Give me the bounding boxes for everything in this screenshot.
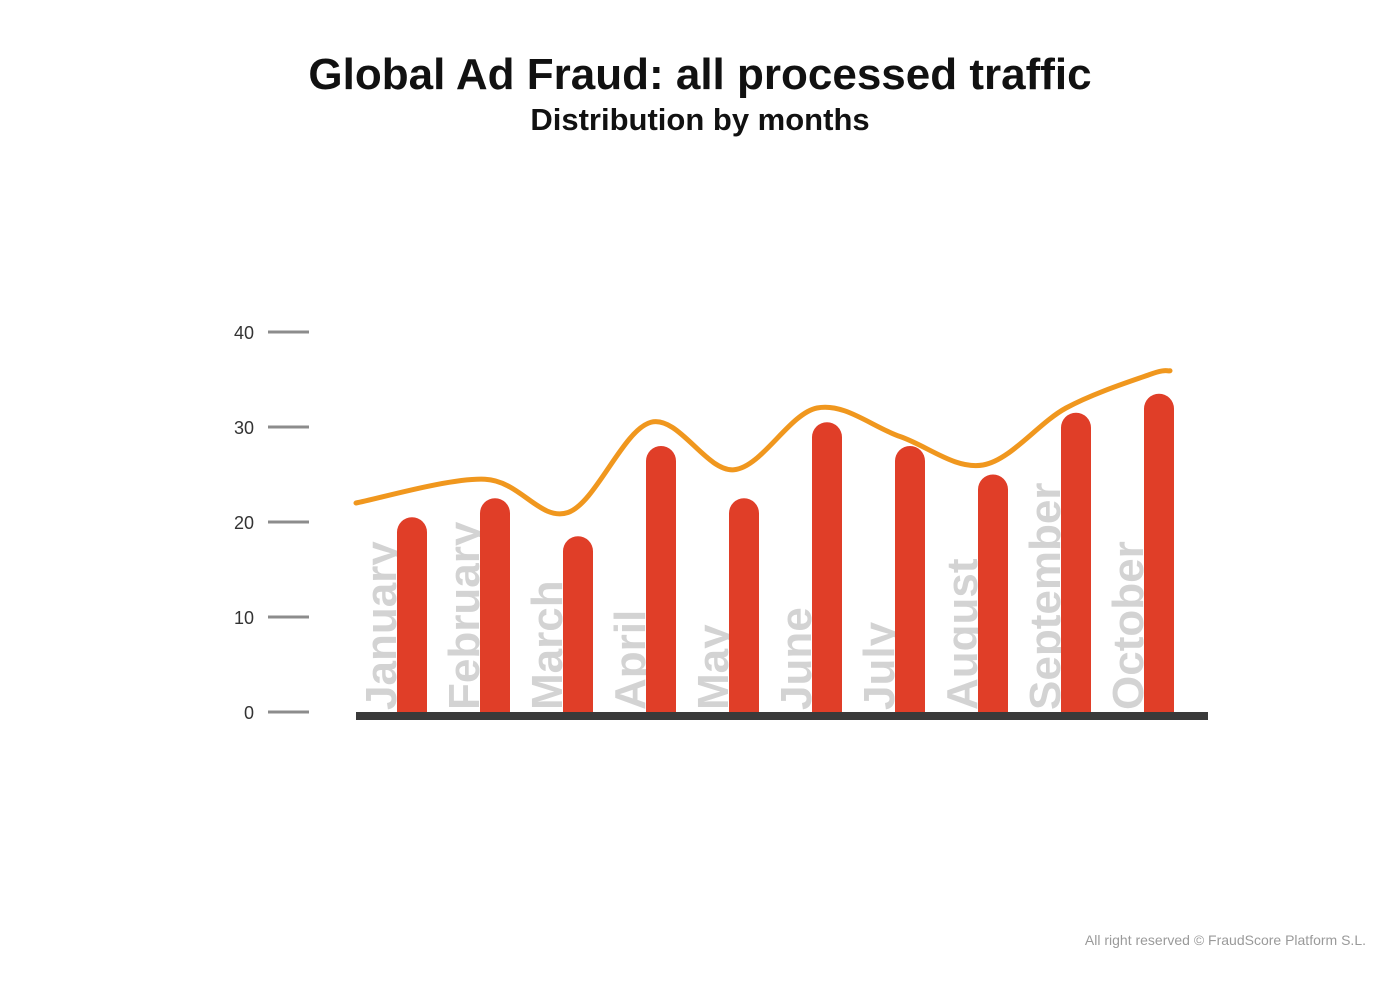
bar <box>1144 393 1174 712</box>
y-tick-label: 40 <box>234 323 254 343</box>
trend-line <box>353 368 1173 517</box>
x-axis-baseline <box>356 712 1208 720</box>
bar <box>895 446 925 712</box>
bar <box>978 474 1008 712</box>
bars <box>397 393 1174 712</box>
bar <box>1061 412 1091 712</box>
y-axis: 0 10 20 30 40 <box>234 323 309 723</box>
trend-line-group <box>353 368 1173 517</box>
bar <box>397 517 427 712</box>
y-tick-label: 20 <box>234 513 254 533</box>
y-tick-label: 10 <box>234 608 254 628</box>
chart-subtitle: Distribution by months <box>530 102 870 137</box>
chart-title: Global Ad Fraud: all processed traffic <box>308 50 1092 99</box>
bar <box>480 498 510 712</box>
bar <box>646 446 676 712</box>
bar <box>563 536 593 712</box>
y-tick-label: 30 <box>234 418 254 438</box>
y-tick-label: 0 <box>244 703 254 723</box>
bar <box>812 422 842 712</box>
copyright-notice: All right reserved © FraudScore Platform… <box>1084 932 1366 948</box>
bar <box>729 498 759 712</box>
